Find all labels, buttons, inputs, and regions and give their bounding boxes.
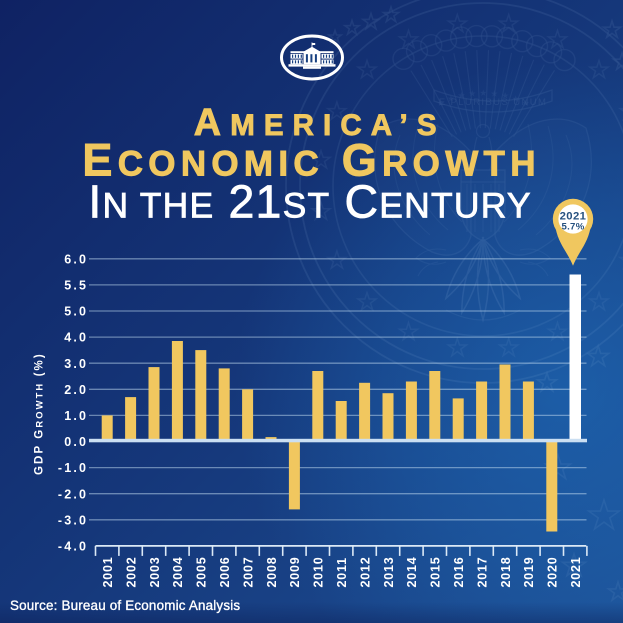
svg-text:2018: 2018 xyxy=(499,556,513,587)
svg-text:Source: Bureau of Economic Ana: Source: Bureau of Economic Analysis xyxy=(10,598,240,613)
svg-text:2019: 2019 xyxy=(522,556,536,587)
svg-text:6.0: 6.0 xyxy=(64,252,88,266)
svg-text:2005: 2005 xyxy=(195,556,209,587)
svg-text:2009: 2009 xyxy=(288,556,302,587)
svg-text:-3.0: -3.0 xyxy=(58,513,88,527)
svg-text:-4.0: -4.0 xyxy=(58,540,88,554)
svg-text:2014: 2014 xyxy=(405,556,419,587)
svg-text:2012: 2012 xyxy=(358,556,372,587)
svg-text:2004: 2004 xyxy=(171,556,185,587)
svg-text:2002: 2002 xyxy=(124,556,138,587)
svg-text:-2.0: -2.0 xyxy=(58,487,88,501)
svg-text:2003: 2003 xyxy=(148,556,162,587)
svg-text:AMERICA’S: AMERICA’S xyxy=(194,102,446,144)
svg-text:-1.0: -1.0 xyxy=(58,461,88,475)
svg-text:5.7%: 5.7% xyxy=(561,222,584,233)
svg-text:2020: 2020 xyxy=(546,556,560,587)
svg-text:3.0: 3.0 xyxy=(64,357,88,371)
svg-text:2021: 2021 xyxy=(569,556,583,587)
svg-text:2008: 2008 xyxy=(265,556,279,587)
svg-text:4.0: 4.0 xyxy=(64,331,88,345)
svg-text:2021: 2021 xyxy=(560,210,587,222)
svg-text:2016: 2016 xyxy=(452,556,466,587)
svg-text:2015: 2015 xyxy=(429,556,443,587)
svg-text:2013: 2013 xyxy=(382,556,396,587)
svg-text:GDP GROWTH (%): GDP GROWTH (%) xyxy=(34,352,46,475)
svg-text:0.0: 0.0 xyxy=(64,435,88,449)
svg-text:2.0: 2.0 xyxy=(64,383,88,397)
svg-text:2017: 2017 xyxy=(475,556,489,587)
svg-text:5.0: 5.0 xyxy=(64,305,88,319)
svg-text:2011: 2011 xyxy=(335,557,349,587)
svg-text:2010: 2010 xyxy=(312,556,326,587)
svg-text:2006: 2006 xyxy=(218,556,232,587)
svg-text:2007: 2007 xyxy=(241,556,255,587)
svg-text:2001: 2001 xyxy=(101,556,115,587)
svg-text:1.0: 1.0 xyxy=(64,409,88,423)
svg-text:5.5: 5.5 xyxy=(64,279,88,293)
